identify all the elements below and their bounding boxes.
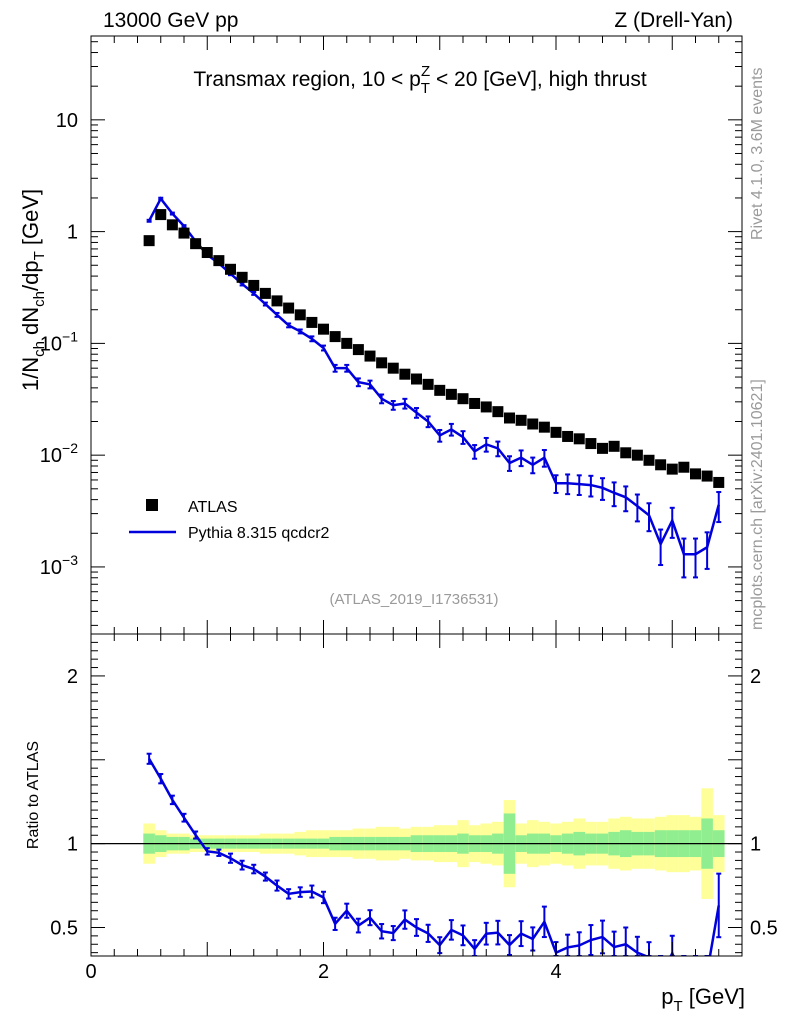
atlas-point — [259, 287, 271, 299]
atlas-point — [690, 468, 701, 480]
atlas-series — [143, 209, 725, 488]
x-tick-label: 2 — [318, 961, 329, 983]
y-tick-label: 10−1 — [40, 328, 78, 355]
ratio-clip-group — [146, 752, 722, 956]
atlas-point — [271, 295, 283, 307]
atlas-point — [585, 438, 597, 450]
atlas-point — [480, 401, 492, 413]
ratio-tick-label-left: 1 — [67, 834, 78, 856]
atlas-point — [515, 414, 527, 426]
atlas-point — [469, 397, 481, 409]
plot-title: Transmax region, 10 < pTZ < 20 [GeV], hi… — [193, 63, 646, 97]
x-tick-label: 4 — [550, 961, 561, 983]
atlas-point — [538, 421, 550, 433]
atlas-point — [411, 373, 422, 385]
ratio-y-tick-labels: 2 2 1 1 0.5 0.5 — [50, 666, 778, 940]
atlas-point — [225, 263, 236, 275]
analysis-watermark: (ATLAS_2019_I1736531) — [329, 591, 498, 608]
atlas-point — [608, 440, 620, 452]
ratio-y-axis-label: Ratio to ATLAS — [25, 741, 42, 849]
atlas-point — [155, 209, 167, 221]
main-frame — [90, 35, 743, 635]
atlas-point — [527, 418, 539, 430]
atlas-point — [492, 406, 504, 418]
atlas-point — [399, 368, 411, 380]
atlas-point — [213, 255, 225, 267]
ratio-tick-label-right: 0.5 — [750, 917, 778, 939]
atlas-point — [376, 357, 388, 369]
atlas-point — [504, 412, 515, 424]
y-tick-label: 1 — [67, 222, 78, 244]
ratio-mc-series — [146, 752, 722, 956]
atlas-point — [387, 362, 399, 374]
atlas-point — [190, 238, 202, 250]
atlas-point — [294, 309, 306, 321]
x-tick-labels: 0 2 4 — [85, 961, 561, 983]
atlas-point — [166, 219, 178, 231]
atlas-point — [562, 430, 574, 442]
atlas-point — [422, 378, 434, 390]
main-y-tick-labels: 10 1 10−1 10−2 10−3 — [40, 110, 78, 579]
atlas-point — [457, 393, 469, 405]
mc-series — [146, 196, 722, 579]
atlas-point — [573, 433, 585, 445]
ratio-frame — [90, 633, 743, 957]
atlas-point — [318, 323, 329, 335]
mcplots-url-label: mcplots.cern.ch [arXiv:2401.10621] — [749, 379, 766, 630]
atlas-point — [201, 247, 213, 259]
atlas-point — [352, 344, 364, 356]
ratio-tick-label-left: 2 — [67, 666, 78, 688]
y-tick-label: 10−3 — [40, 552, 78, 579]
atlas-point — [445, 388, 457, 400]
ratio-ticks — [90, 633, 743, 956]
y-tick-label: 10−2 — [40, 440, 78, 467]
ratio-panel: 2 2 1 1 0.5 0.5 0 2 4 Ratio to ATLAS pT [GeV] — [25, 633, 778, 1015]
atlas-point — [283, 302, 295, 314]
legend-atlas-marker — [146, 499, 158, 511]
header-left: 13000 GeV pp — [103, 9, 238, 32]
y-tick-label: 10 — [56, 110, 78, 132]
main-panel: 10 1 10−1 10−2 10−3 Transmax region, 10 < pT… — [18, 35, 743, 635]
atlas-point — [597, 442, 608, 454]
atlas-point — [713, 476, 725, 488]
header-right: Z (Drell-Yan) — [614, 9, 733, 32]
atlas-point — [143, 235, 155, 247]
ratio-tick-label-left: 0.5 — [50, 917, 78, 939]
atlas-point — [434, 384, 446, 396]
ratio-tick-label-right: 1 — [750, 834, 761, 856]
atlas-point — [643, 454, 655, 466]
legend: ATLAS Pythia 8.315 qcdcr2 — [129, 499, 330, 542]
atlas-point — [631, 449, 643, 461]
main-ticks — [90, 36, 743, 634]
atlas-point — [178, 227, 190, 239]
atlas-point — [550, 426, 562, 438]
ratio-mc-line — [148, 758, 720, 956]
atlas-point — [620, 447, 632, 459]
ratio-tick-label-right: 2 — [750, 666, 761, 688]
legend-mc-label: Pythia 8.315 qcdcr2 — [188, 525, 330, 542]
atlas-point — [236, 271, 248, 283]
atlas-point — [655, 459, 667, 471]
atlas-point — [329, 331, 341, 343]
atlas-point — [341, 337, 353, 349]
x-tick-label: 0 — [85, 961, 96, 983]
atlas-point — [666, 463, 678, 475]
atlas-point — [364, 350, 376, 362]
atlas-point — [701, 470, 713, 482]
rivet-version-label: Rivet 4.1.0, 3.6M events — [749, 67, 766, 240]
atlas-point — [678, 461, 690, 473]
atlas-point — [248, 279, 260, 291]
x-axis-label: pT [GeV] — [661, 984, 745, 1015]
y-axis-label: 1/Nch dNch/dpT [GeV] — [18, 189, 48, 391]
atlas-point — [306, 316, 318, 328]
legend-atlas-label: ATLAS — [188, 499, 238, 516]
